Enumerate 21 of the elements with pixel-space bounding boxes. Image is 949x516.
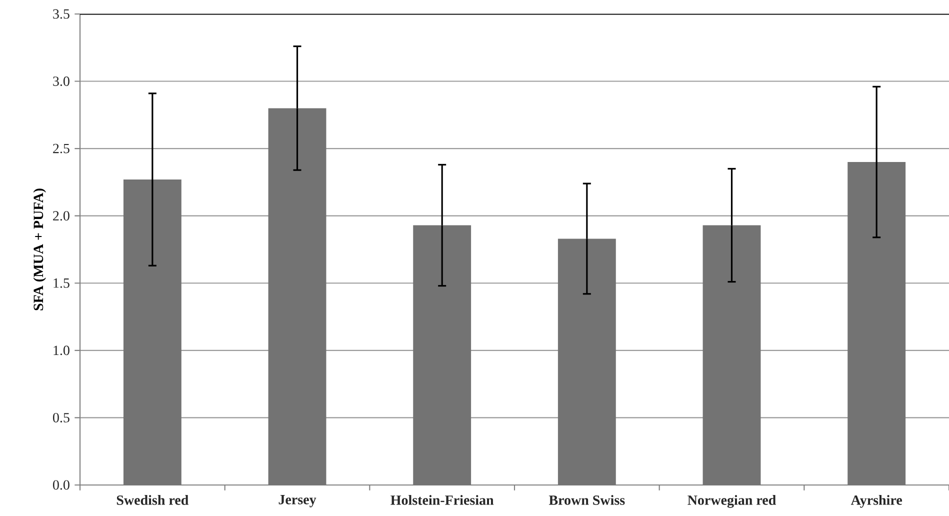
bar [268,108,326,485]
bar [123,180,182,485]
y-tick-label: 1.0 [54,346,70,356]
y-tick-label: 1.5 [54,278,70,288]
y-tick-label: 0.5 [52,412,70,422]
y-tick-label: 0.0 [52,480,70,490]
bar [702,225,761,485]
x-tick-label: Ayrshire [850,495,902,508]
x-tick-label: Jersey [278,495,316,508]
x-tick-label: Holstein-Friesian [390,495,494,505]
y-tick-label: 2.0 [53,211,70,221]
y-tick-label: 3.0 [53,76,70,86]
y-tick-label: 3.5 [53,9,70,19]
x-tick-label: Swedish red [116,495,189,505]
bar [558,238,616,485]
bar [848,162,906,485]
x-tick-label: Brown Swiss [548,495,625,505]
bar [413,225,472,485]
y-axis-title: SFA (MUA + PUFA) [33,188,46,310]
x-tick-label: Norwegian red [688,495,776,508]
y-tick-label: 2.5 [53,144,70,154]
